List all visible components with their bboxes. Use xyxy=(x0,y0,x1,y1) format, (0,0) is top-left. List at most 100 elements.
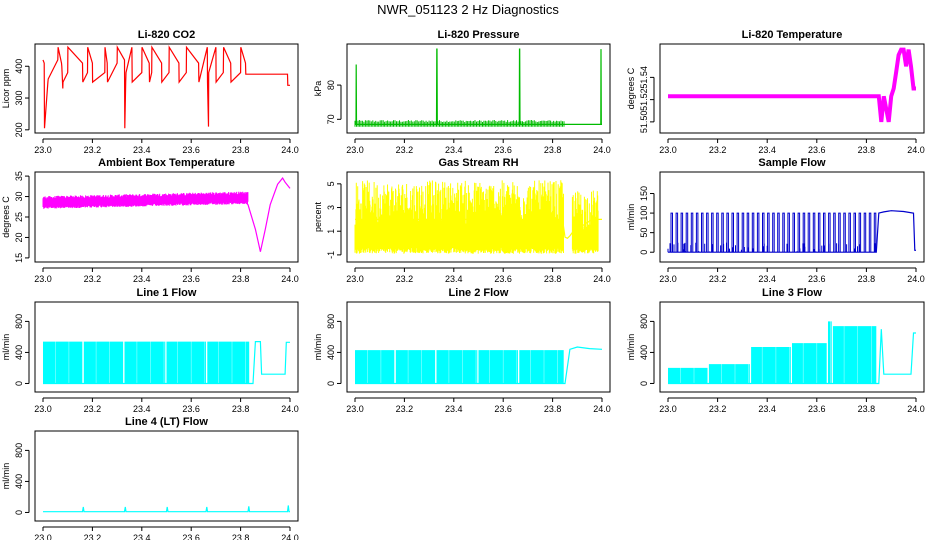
x-tick-label: 23.6 xyxy=(182,145,200,155)
x-tick-label: 23.8 xyxy=(232,145,250,155)
x-tick-label: 23.2 xyxy=(84,404,102,414)
y-tick-label: 150 xyxy=(639,186,649,201)
x-tick-label: 23.0 xyxy=(34,145,52,155)
plot-frame xyxy=(346,301,611,393)
data-area xyxy=(668,303,916,391)
x-tick-label: 23.8 xyxy=(544,404,562,414)
y-tick-label: 70 xyxy=(326,114,336,124)
x-tick-label: 23.0 xyxy=(659,404,677,414)
panel-line1-flow: Line 1 Flow 23.0 23.2 23.4 23.6 23.8 24.0 0 400 8… xyxy=(1,287,299,414)
x-tick-label: 24.0 xyxy=(593,274,611,284)
x-tick-label: 23.4 xyxy=(445,274,463,284)
x-tick-label: 23.4 xyxy=(445,145,463,155)
x-tick-label: 23.4 xyxy=(133,404,151,414)
x-tick-label: 23.6 xyxy=(494,404,512,414)
x-tick-label: 23.4 xyxy=(133,145,151,155)
panel-title: Line 4 (LT) Flow xyxy=(125,416,208,428)
x-tick-label: 23.8 xyxy=(858,274,876,284)
x-tick-label: 23.6 xyxy=(182,404,200,414)
x-tick-label: 23.6 xyxy=(182,274,200,284)
x-tick-label: 23.6 xyxy=(808,404,826,414)
x-tick-label: 23.8 xyxy=(544,145,562,155)
x-tick-label: 23.8 xyxy=(232,404,250,414)
series-line-0 xyxy=(43,505,290,513)
x-tick-label: 24.0 xyxy=(281,404,299,414)
plot-frame xyxy=(346,171,611,263)
x-tick-label: 23.2 xyxy=(709,404,727,414)
x-tick-label: 23.0 xyxy=(346,145,364,155)
y-tick-label: 35 xyxy=(14,171,24,181)
y-axis-label: percent xyxy=(313,201,323,232)
data-area xyxy=(42,45,290,129)
data-area xyxy=(355,303,603,391)
panel-title: Li-820 CO2 xyxy=(138,29,195,41)
panel-title: Line 1 Flow xyxy=(137,287,197,299)
y-tick-label: 80 xyxy=(326,80,336,90)
series-noise-band xyxy=(354,180,599,254)
y-tick-label: 400 xyxy=(14,474,24,489)
y-tick-label: 51.52 xyxy=(639,88,649,111)
y-tick-label: 400 xyxy=(14,59,24,74)
y-tick-label: -1 xyxy=(326,251,336,259)
x-tick-label: 23.0 xyxy=(346,404,364,414)
series-line-0 xyxy=(43,341,290,385)
y-axis-label: ml/min xyxy=(626,204,636,231)
x-tick-label: 23.4 xyxy=(758,404,776,414)
x-tick-label: 23.6 xyxy=(494,145,512,155)
x-tick-label: 24.0 xyxy=(907,404,925,414)
y-tick-label: 800 xyxy=(639,314,649,329)
y-tick-label: 0 xyxy=(639,381,649,386)
panel-title: Line 3 Flow xyxy=(762,287,822,299)
x-tick-label: 24.0 xyxy=(593,404,611,414)
x-tick-label: 23.8 xyxy=(232,533,250,540)
y-tick-label: 400 xyxy=(326,345,336,360)
panel-title: Gas Stream RH xyxy=(438,157,518,169)
x-tick-label: 24.0 xyxy=(593,145,611,155)
x-tick-label: 23.4 xyxy=(133,274,151,284)
plot-frame xyxy=(659,301,925,393)
y-tick-label: 20 xyxy=(14,232,24,242)
x-tick-label: 23.0 xyxy=(659,274,677,284)
panel-temperature: Li-820 Temperature 23.0 23.2 23.4 23.6 23.8 24… xyxy=(626,29,925,155)
x-tick-label: 23.0 xyxy=(659,145,677,155)
x-tick-label: 23.2 xyxy=(396,145,414,155)
y-tick-label: 800 xyxy=(326,314,336,329)
y-tick-label: 50 xyxy=(639,228,649,238)
data-area xyxy=(42,177,291,252)
data-area xyxy=(354,180,602,254)
y-tick-label: 51.54 xyxy=(639,66,649,89)
y-tick-label: 30 xyxy=(14,192,24,202)
y-tick-label: 3 xyxy=(326,205,336,210)
y-tick-label: 51.50 xyxy=(639,111,649,134)
y-tick-label: 300 xyxy=(14,91,24,106)
x-tick-label: 23.6 xyxy=(182,533,200,540)
x-tick-label: 23.4 xyxy=(445,404,463,414)
x-tick-label: 24.0 xyxy=(281,145,299,155)
y-tick-label: 0 xyxy=(639,250,649,255)
x-tick-label: 23.2 xyxy=(396,274,414,284)
x-tick-label: 23.0 xyxy=(34,274,52,284)
series-line-0 xyxy=(355,218,602,240)
y-tick-label: 5 xyxy=(326,181,336,186)
x-tick-label: 23.0 xyxy=(346,274,364,284)
figure-title: NWR_051123 2 Hz Diagnostics xyxy=(377,2,559,17)
y-tick-label: 400 xyxy=(639,345,649,360)
y-tick-label: 0 xyxy=(326,381,336,386)
x-tick-label: 23.8 xyxy=(858,145,876,155)
x-tick-label: 23.4 xyxy=(133,533,151,540)
x-tick-label: 23.4 xyxy=(758,145,776,155)
panel-box-temperature: Ambient Box Temperature 23.0 23.2 23.4 23.6 2… xyxy=(1,157,299,284)
series-line-0 xyxy=(355,48,602,125)
y-axis-label: kPa xyxy=(313,81,323,97)
series-line-0 xyxy=(355,346,603,385)
plot-frame xyxy=(34,430,299,522)
y-axis-label: degrees C xyxy=(626,67,636,109)
switch-gap-lines xyxy=(367,303,558,391)
y-axis-label: Licor ppm xyxy=(1,69,11,109)
series-line-0 xyxy=(668,210,916,253)
series-line-0 xyxy=(668,47,916,123)
x-tick-label: 23.2 xyxy=(709,274,727,284)
x-tick-label: 23.0 xyxy=(34,533,52,540)
series-noise-band xyxy=(354,120,565,127)
